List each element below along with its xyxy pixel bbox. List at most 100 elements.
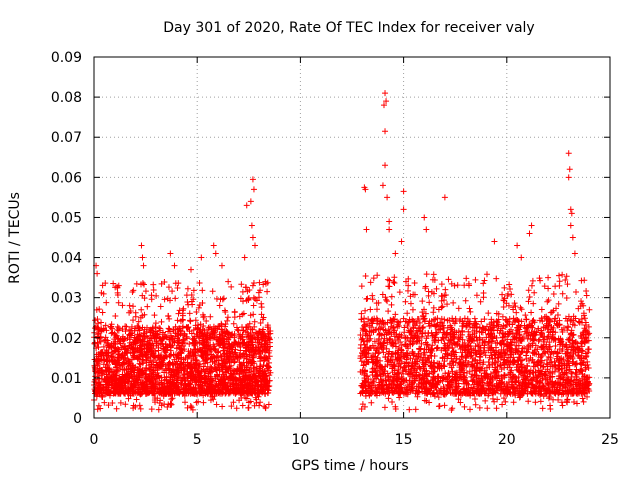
data-point (493, 405, 500, 412)
data-point (540, 363, 547, 370)
data-point (488, 352, 495, 359)
data-point (534, 377, 541, 384)
data-point (219, 403, 226, 410)
data-point (440, 375, 447, 382)
data-point (199, 344, 206, 351)
data-point (517, 357, 524, 364)
data-point (544, 298, 551, 305)
data-point (364, 373, 371, 380)
data-point (445, 276, 452, 283)
data-point (444, 301, 451, 308)
data-point (503, 322, 510, 329)
data-point (585, 346, 592, 353)
data-point (411, 291, 418, 298)
data-point (449, 344, 456, 351)
data-point (156, 352, 163, 359)
data-point (578, 361, 585, 368)
data-point (177, 327, 184, 334)
data-point (224, 314, 231, 321)
data-point (529, 318, 536, 325)
data-point (419, 298, 426, 305)
data-point (133, 396, 140, 403)
data-point (142, 352, 149, 359)
data-point (392, 403, 399, 410)
data-point (414, 356, 421, 363)
data-point (187, 318, 194, 325)
data-point (184, 298, 191, 305)
data-point (447, 322, 454, 329)
data-point (251, 318, 258, 325)
data-point (257, 349, 264, 356)
data-point (244, 323, 251, 330)
data-point (364, 295, 371, 302)
data-point (544, 335, 551, 342)
data-point (403, 343, 410, 350)
data-point (383, 381, 390, 388)
data-point (457, 331, 464, 338)
data-point (266, 347, 273, 354)
data-point (428, 345, 435, 352)
data-point (509, 383, 516, 390)
data-point (165, 328, 172, 335)
data-point (152, 399, 159, 406)
data-point (518, 361, 525, 368)
data-point (103, 356, 110, 363)
data-point (91, 339, 98, 346)
data-point (409, 359, 416, 366)
data-point (174, 335, 181, 342)
data-point (149, 376, 156, 383)
data-point (375, 350, 382, 357)
data-point (117, 399, 124, 406)
data-point (454, 385, 461, 392)
data-point (211, 332, 218, 339)
data-point (368, 344, 375, 351)
data-point (435, 378, 442, 385)
data-point (459, 323, 466, 330)
data-point (530, 317, 537, 324)
data-point (475, 348, 482, 355)
data-point (400, 364, 407, 371)
data-point (148, 296, 155, 303)
data-point (103, 299, 110, 306)
data-point (398, 342, 405, 349)
data-point (174, 317, 181, 324)
data-point (406, 406, 413, 413)
data-point (138, 351, 145, 358)
data-point (254, 390, 261, 397)
data-point (573, 400, 580, 407)
data-point (392, 311, 399, 318)
data-point (565, 324, 572, 331)
data-point (263, 341, 270, 348)
data-point (167, 400, 174, 407)
data-point (220, 381, 227, 388)
data-point (555, 300, 562, 307)
data-point (243, 334, 250, 341)
data-point (153, 292, 160, 299)
data-point (430, 304, 437, 311)
data-point (256, 402, 263, 409)
data-point (435, 394, 442, 401)
data-point (225, 386, 232, 393)
data-point (130, 303, 137, 310)
data-point (258, 311, 265, 318)
data-point (152, 324, 159, 331)
data-point (92, 388, 99, 395)
data-point (239, 288, 246, 295)
data-point (442, 350, 449, 357)
data-point (364, 343, 371, 350)
data-point (182, 399, 189, 406)
data-point (465, 328, 472, 335)
data-point (480, 280, 487, 287)
data-point (187, 364, 194, 371)
data-point (471, 315, 478, 322)
data-point (415, 335, 422, 342)
data-point (472, 401, 479, 408)
data-point (521, 344, 528, 351)
data-point (419, 309, 426, 316)
data-point (104, 357, 111, 364)
data-point (115, 327, 122, 334)
data-point (381, 404, 388, 411)
data-point (171, 373, 178, 380)
data-point (253, 351, 260, 358)
data-point (476, 336, 483, 343)
